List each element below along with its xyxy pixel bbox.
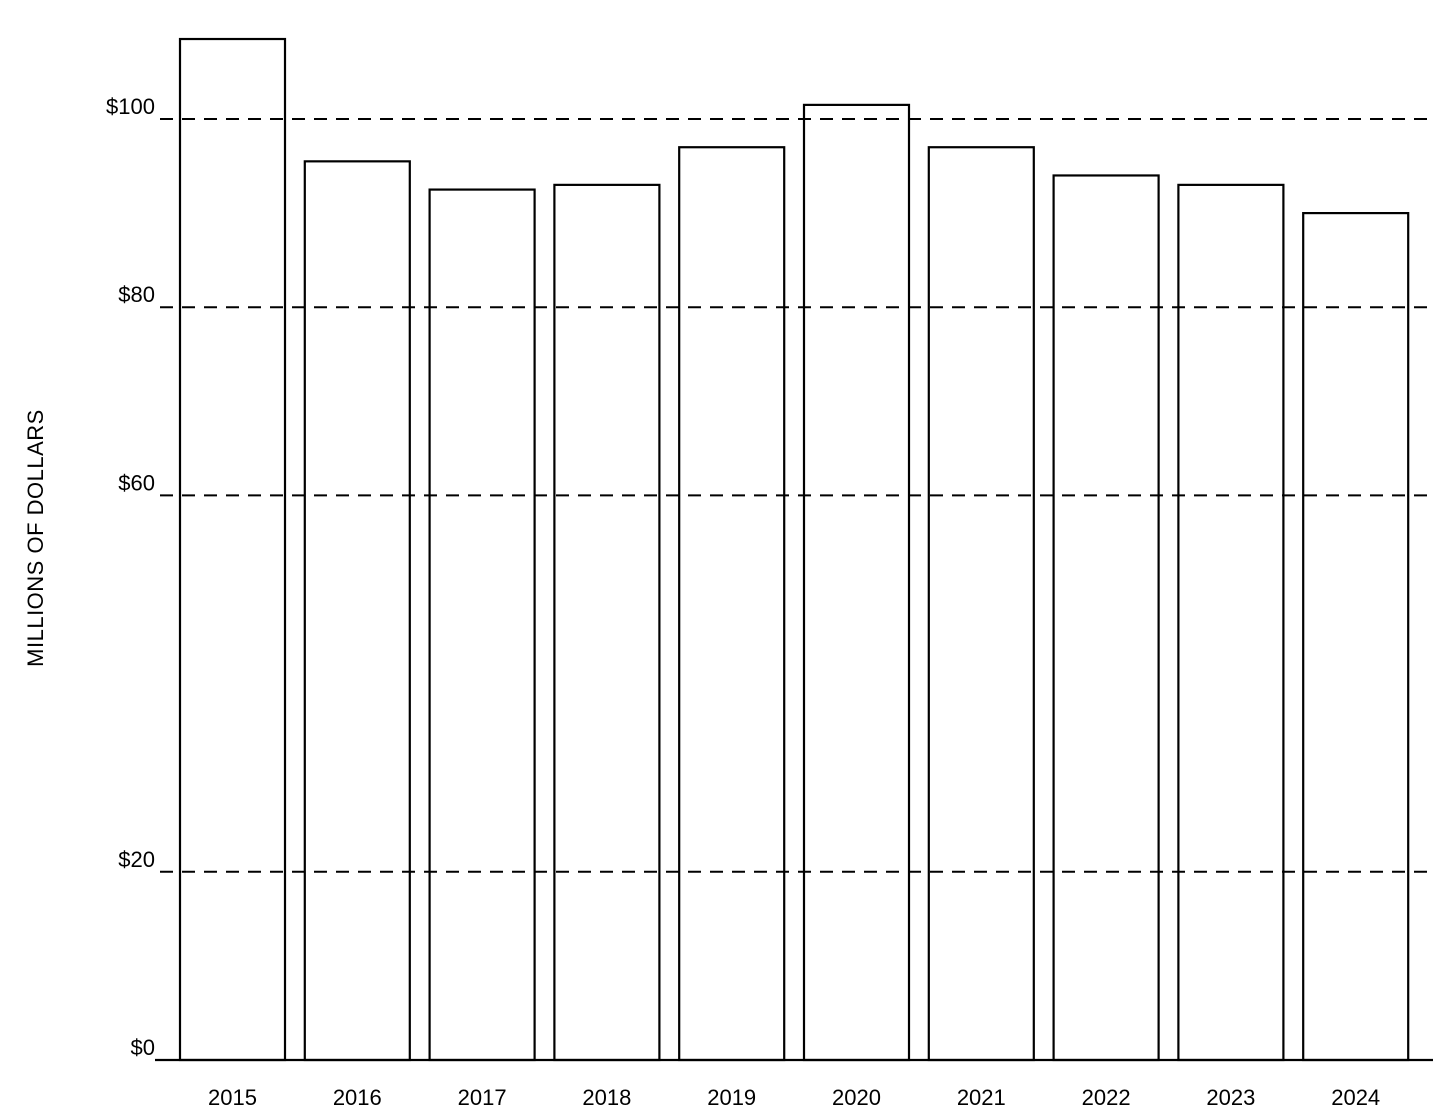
bar-photo-fill [160, 0, 1430, 1065]
y-tick-label-80: $80 [118, 282, 155, 307]
x-tick-labels: 2015 2016 2017 2018 2019 2020 2021 2022 2023 2024 [208, 1085, 1380, 1110]
x-tick-label-2015: 2015 [208, 1085, 257, 1110]
y-tick-label-60: $60 [118, 470, 155, 495]
x-tick-label-2017: 2017 [458, 1085, 507, 1110]
bar-2019 [678, 146, 786, 1062]
x-tick-label-2024: 2024 [1331, 1085, 1380, 1110]
y-tick-label-100: $100 [106, 94, 155, 119]
x-tick-label-2022: 2022 [1082, 1085, 1131, 1110]
y-tick-labels: $0 $20 $60 $80 $100 [106, 94, 155, 1060]
x-tick-label-2016: 2016 [333, 1085, 382, 1110]
y-axis-title: MILLIONS OF DOLLARS [23, 409, 48, 667]
bar-2023 [1177, 183, 1285, 1062]
x-tick-label-2020: 2020 [832, 1085, 881, 1110]
bars [178, 37, 1410, 1062]
bar-2020 [802, 103, 911, 1062]
bar-2024 [1302, 212, 1410, 1062]
bar-2015 [178, 37, 287, 1062]
x-tick-label-2023: 2023 [1206, 1085, 1255, 1110]
gridlines [160, 118, 1433, 873]
x-tick-label-2021: 2021 [957, 1085, 1006, 1110]
bar-2021 [927, 146, 1035, 1062]
bar-2018 [553, 183, 661, 1062]
y-tick-label-0: $0 [131, 1035, 155, 1060]
y-tick-label-20: $20 [118, 847, 155, 872]
bar-2017 [428, 188, 536, 1062]
bar-2016 [303, 160, 411, 1062]
x-tick-label-2019: 2019 [707, 1085, 756, 1110]
x-tick-label-2018: 2018 [582, 1085, 631, 1110]
